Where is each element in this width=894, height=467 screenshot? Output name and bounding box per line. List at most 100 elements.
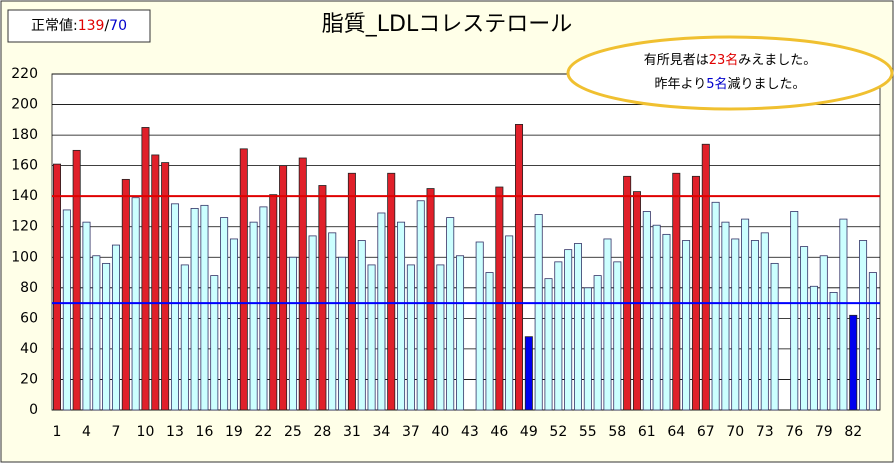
- x-tick-label: 82: [844, 424, 862, 440]
- x-tick-label: 52: [549, 424, 567, 440]
- bar: [849, 314, 858, 411]
- x-tick-label: 4: [82, 424, 91, 440]
- bar: [603, 238, 612, 411]
- bar: [200, 204, 209, 411]
- bar: [731, 238, 740, 411]
- bar: [800, 246, 809, 411]
- bar: [711, 201, 720, 411]
- x-tick-label: 49: [520, 424, 538, 440]
- bar: [279, 165, 288, 411]
- bar: [485, 272, 494, 411]
- bar: [328, 232, 337, 411]
- bar: [180, 264, 189, 411]
- anno-count: 23名: [709, 52, 739, 68]
- bar: [308, 235, 317, 411]
- x-tick-label: 31: [343, 424, 361, 440]
- y-tick-label: 180: [11, 127, 38, 143]
- bar: [426, 188, 435, 411]
- y-tick-label: 100: [11, 249, 38, 265]
- bar: [62, 209, 71, 411]
- bar: [121, 178, 130, 411]
- y-tick-label: 60: [20, 310, 38, 326]
- x-tick-label: 7: [112, 424, 121, 440]
- bar: [456, 255, 465, 411]
- bar: [249, 221, 258, 411]
- bar: [161, 162, 170, 411]
- bar: [367, 264, 376, 411]
- bar: [515, 124, 524, 411]
- bar: [701, 143, 710, 411]
- y-tick-label: 140: [11, 188, 38, 204]
- x-tick-label: 55: [579, 424, 597, 440]
- bar: [387, 172, 396, 411]
- anno-text: みえました。: [738, 53, 816, 68]
- x-tick-label: 70: [726, 424, 744, 440]
- bar: [406, 264, 415, 411]
- bar: [662, 233, 671, 411]
- anno-text: 減りました。: [728, 76, 806, 92]
- anno-text: 有所見者は: [644, 53, 709, 68]
- bar: [632, 191, 641, 411]
- x-tick-label: 43: [461, 424, 479, 440]
- x-tick-label: 40: [431, 424, 449, 440]
- x-tick-label: 61: [638, 424, 656, 440]
- bar: [102, 262, 111, 411]
- y-tick-label: 0: [29, 402, 38, 418]
- legend-label: 正常値:: [31, 18, 78, 34]
- bar: [593, 275, 602, 411]
- bar: [82, 221, 91, 411]
- y-tick-label: 80: [20, 280, 38, 296]
- x-tick-label: 28: [313, 424, 331, 440]
- x-tick-label: 13: [166, 424, 184, 440]
- bar: [573, 243, 582, 411]
- bar: [623, 175, 632, 411]
- bar: [141, 127, 150, 411]
- bar: [220, 217, 229, 411]
- bar: [859, 240, 868, 411]
- x-tick-label: 64: [667, 424, 685, 440]
- bar: [682, 240, 691, 411]
- bar: [741, 218, 750, 411]
- y-tick-label: 40: [20, 341, 38, 357]
- y-tick-label: 200: [11, 97, 38, 113]
- bar: [377, 212, 386, 411]
- bar: [721, 221, 730, 411]
- bar: [819, 255, 828, 411]
- y-tick-label: 20: [20, 371, 38, 387]
- legend-sep: /: [104, 18, 109, 34]
- anno-count: 5名: [706, 76, 727, 92]
- bar: [544, 278, 553, 411]
- bar: [259, 206, 268, 411]
- bar: [338, 256, 347, 411]
- bar: [92, 255, 101, 411]
- bar: [554, 261, 563, 411]
- bar: [868, 272, 877, 411]
- bar: [790, 211, 799, 411]
- bar: [72, 149, 81, 411]
- bar: [672, 172, 681, 411]
- legend-high: 139: [78, 18, 105, 34]
- bar: [524, 336, 533, 411]
- x-tick-label: 22: [255, 424, 273, 440]
- bar: [53, 163, 62, 411]
- bar: [642, 211, 651, 411]
- bar: [760, 232, 769, 411]
- x-tick-label: 25: [284, 424, 302, 440]
- bar: [652, 224, 661, 411]
- annotation-line2: 昨年より5名減りました。: [654, 76, 805, 92]
- x-tick-label: 19: [225, 424, 243, 440]
- bar: [505, 235, 514, 411]
- bar: [839, 218, 848, 411]
- bar: [111, 244, 120, 411]
- bar: [495, 186, 504, 411]
- bar: [770, 262, 779, 411]
- y-tick-label: 160: [11, 158, 38, 174]
- x-tick-label: 73: [756, 424, 774, 440]
- bar: [229, 238, 238, 411]
- bar: [809, 285, 818, 411]
- bar: [170, 203, 179, 411]
- bar: [613, 261, 622, 411]
- x-tick-label: 76: [785, 424, 803, 440]
- legend-text: 正常値:139/70: [31, 18, 127, 34]
